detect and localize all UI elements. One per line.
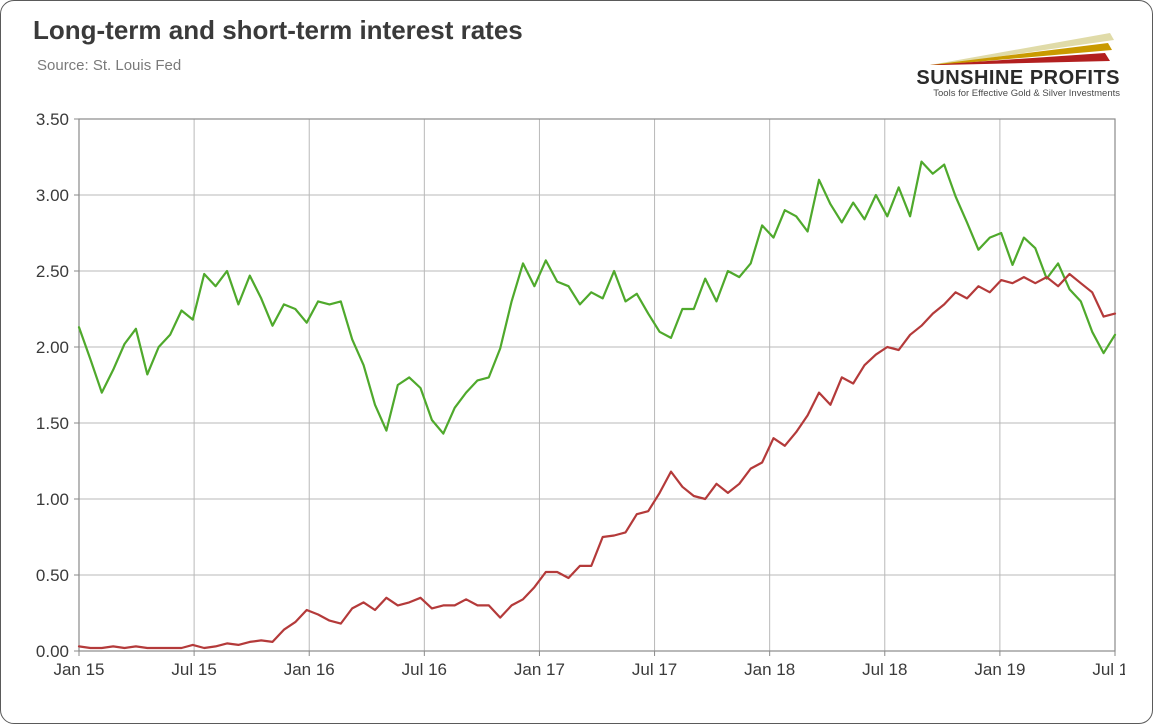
- svg-text:1.00: 1.00: [36, 490, 69, 509]
- chart-subtitle: Source: St. Louis Fed: [37, 57, 181, 74]
- svg-text:2.50: 2.50: [36, 262, 69, 281]
- svg-text:Jan 17: Jan 17: [514, 660, 565, 679]
- svg-text:Jul 15: Jul 15: [171, 660, 216, 679]
- chart-title: Long-term and short-term interest rates: [33, 15, 523, 46]
- svg-text:Jan 16: Jan 16: [284, 660, 335, 679]
- logo-main-text: SUNSHINE PROFITS: [860, 67, 1120, 90]
- svg-text:1.50: 1.50: [36, 414, 69, 433]
- chart-plot: 0.00 0.50 1.00 1.50 2.00 2.50 3.00 3.50 Jan 15 Ju…: [29, 109, 1125, 685]
- svg-text:Jul 16: Jul 16: [402, 660, 447, 679]
- svg-text:2.00: 2.00: [36, 338, 69, 357]
- svg-text:Jan 15: Jan 15: [53, 660, 104, 679]
- logo-sub-text: Tools for Effective Gold & Silver Invest…: [860, 88, 1120, 99]
- chart-card: Long-term and short-term interest rates …: [0, 0, 1153, 724]
- logo-rays-icon: [900, 31, 1120, 69]
- svg-text:0.50: 0.50: [36, 566, 69, 585]
- svg-text:3.00: 3.00: [36, 186, 69, 205]
- svg-text:Jul 18: Jul 18: [862, 660, 907, 679]
- svg-text:Jan 19: Jan 19: [974, 660, 1025, 679]
- svg-text:0.00: 0.00: [36, 642, 69, 661]
- brand-logo: SUNSHINE PROFITS Tools for Effective Gol…: [860, 31, 1120, 99]
- svg-text:Jan 18: Jan 18: [744, 660, 795, 679]
- svg-text:3.50: 3.50: [36, 110, 69, 129]
- svg-text:Jul 19: Jul 19: [1092, 660, 1125, 679]
- svg-text:Jul 17: Jul 17: [632, 660, 677, 679]
